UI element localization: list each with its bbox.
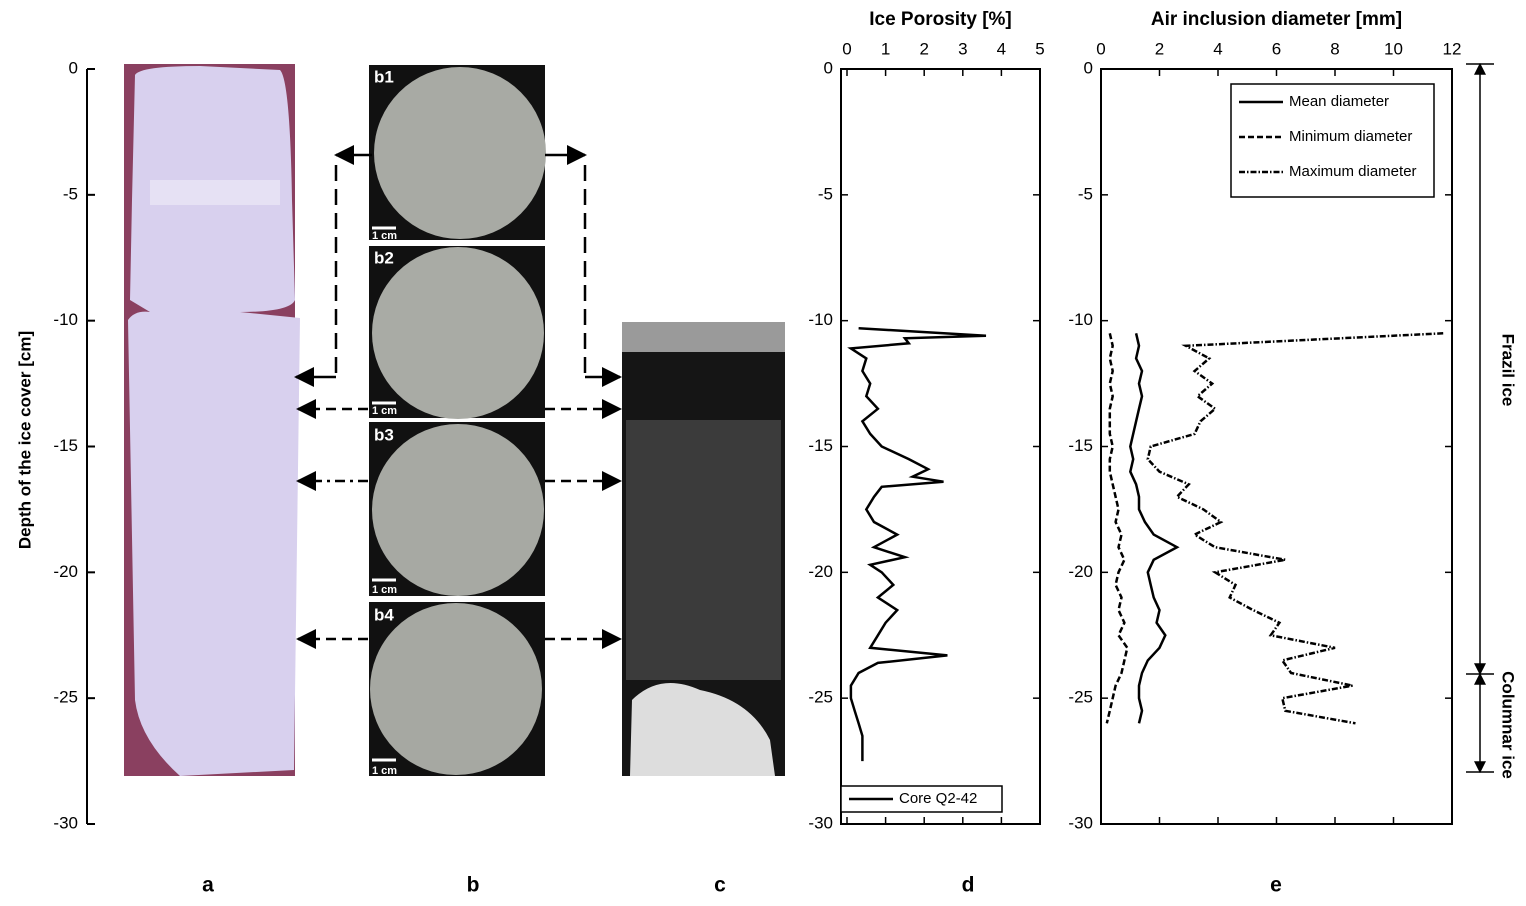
- y-tick-label: -30: [808, 813, 833, 832]
- x-tick-label: 1: [881, 39, 890, 58]
- x-tick-label: 3: [958, 39, 967, 58]
- y-tick-label: -30: [53, 813, 78, 832]
- y-tick-label: -15: [53, 436, 78, 455]
- layer-label: Columnar ice: [1499, 671, 1518, 779]
- x-tick-label: 10: [1384, 39, 1403, 58]
- y-tick-label: 0: [1084, 58, 1093, 77]
- y-tick-label: -10: [808, 310, 833, 329]
- ct-slice: [374, 67, 546, 239]
- scale-label: 1 cm: [372, 765, 397, 777]
- layer-label: Frazil ice: [1499, 334, 1518, 407]
- y-tick-label: -10: [53, 310, 78, 329]
- panel-label: e: [1270, 874, 1282, 897]
- y-tick-label: -5: [1078, 184, 1093, 203]
- ct-slice: [372, 424, 544, 596]
- x-tick-label: 0: [1096, 39, 1105, 58]
- scale-label: 1 cm: [372, 230, 397, 242]
- panel-label: a: [202, 874, 214, 897]
- y-tick-label: -10: [1068, 310, 1093, 329]
- ct-slice: [370, 603, 542, 775]
- ct-3d-top: [622, 322, 785, 352]
- x-tick-label: 8: [1330, 39, 1339, 58]
- y-tick-label: -5: [818, 184, 833, 203]
- panel-label: d: [962, 874, 975, 897]
- legend-label: Mean diameter: [1289, 93, 1389, 110]
- ice-band: [150, 180, 280, 205]
- arrows: [294, 145, 622, 649]
- legend-label: Minimum diameter: [1289, 128, 1412, 145]
- ct-slices: [369, 65, 546, 776]
- scale-label: 1 cm: [372, 584, 397, 596]
- ice-core: [128, 66, 300, 776]
- legend-label: Maximum diameter: [1289, 163, 1417, 180]
- x-tick-label: 2: [1155, 39, 1164, 58]
- plot-frame: [840, 68, 1041, 825]
- ct-3d-columnar: [630, 682, 775, 776]
- x-tick-label: 2: [919, 39, 928, 58]
- y-tick-label: -30: [1068, 813, 1093, 832]
- chart-title: Ice Porosity [%]: [869, 9, 1012, 30]
- layer-bracket: [1466, 62, 1494, 774]
- y-tick-label: 0: [69, 58, 78, 77]
- image-label: b4: [374, 605, 394, 624]
- x-tick-label: 4: [1213, 39, 1222, 58]
- x-tick-label: 4: [997, 39, 1006, 58]
- axis-label: Depth of the ice cover [cm]: [15, 331, 34, 549]
- y-tick-label: -5: [63, 184, 78, 203]
- y-tick-label: -15: [808, 436, 833, 455]
- legend-label: Core Q2-42: [899, 790, 977, 807]
- chart-title: Air inclusion diameter [mm]: [1151, 9, 1402, 30]
- y-tick-label: -20: [53, 562, 78, 581]
- y-tick-label: -20: [1068, 562, 1093, 581]
- y-tick-label: -25: [1068, 688, 1093, 707]
- ct-slice: [372, 247, 544, 419]
- image-label: b1: [374, 67, 394, 86]
- y-tick-label: -25: [53, 688, 78, 707]
- ct-3d-bubbles: [626, 420, 781, 680]
- series-line: [1105, 333, 1129, 724]
- x-tick-label: 6: [1272, 39, 1281, 58]
- scale-label: 1 cm: [372, 405, 397, 417]
- y-tick-label: 0: [824, 58, 833, 77]
- y-tick-label: -20: [808, 562, 833, 581]
- series-line: [847, 326, 987, 762]
- image-label: b3: [374, 425, 394, 444]
- y-tick-label: -15: [1068, 436, 1093, 455]
- series-line: [1128, 333, 1180, 724]
- panel-label: c: [714, 874, 726, 897]
- y-tick-label: -25: [808, 688, 833, 707]
- x-tick-label: 12: [1443, 39, 1462, 58]
- x-tick-label: 0: [842, 39, 851, 58]
- x-tick-label: 5: [1035, 39, 1044, 58]
- series-line: [1146, 332, 1444, 725]
- image-label: b2: [374, 248, 394, 267]
- panel-label: b: [467, 874, 480, 897]
